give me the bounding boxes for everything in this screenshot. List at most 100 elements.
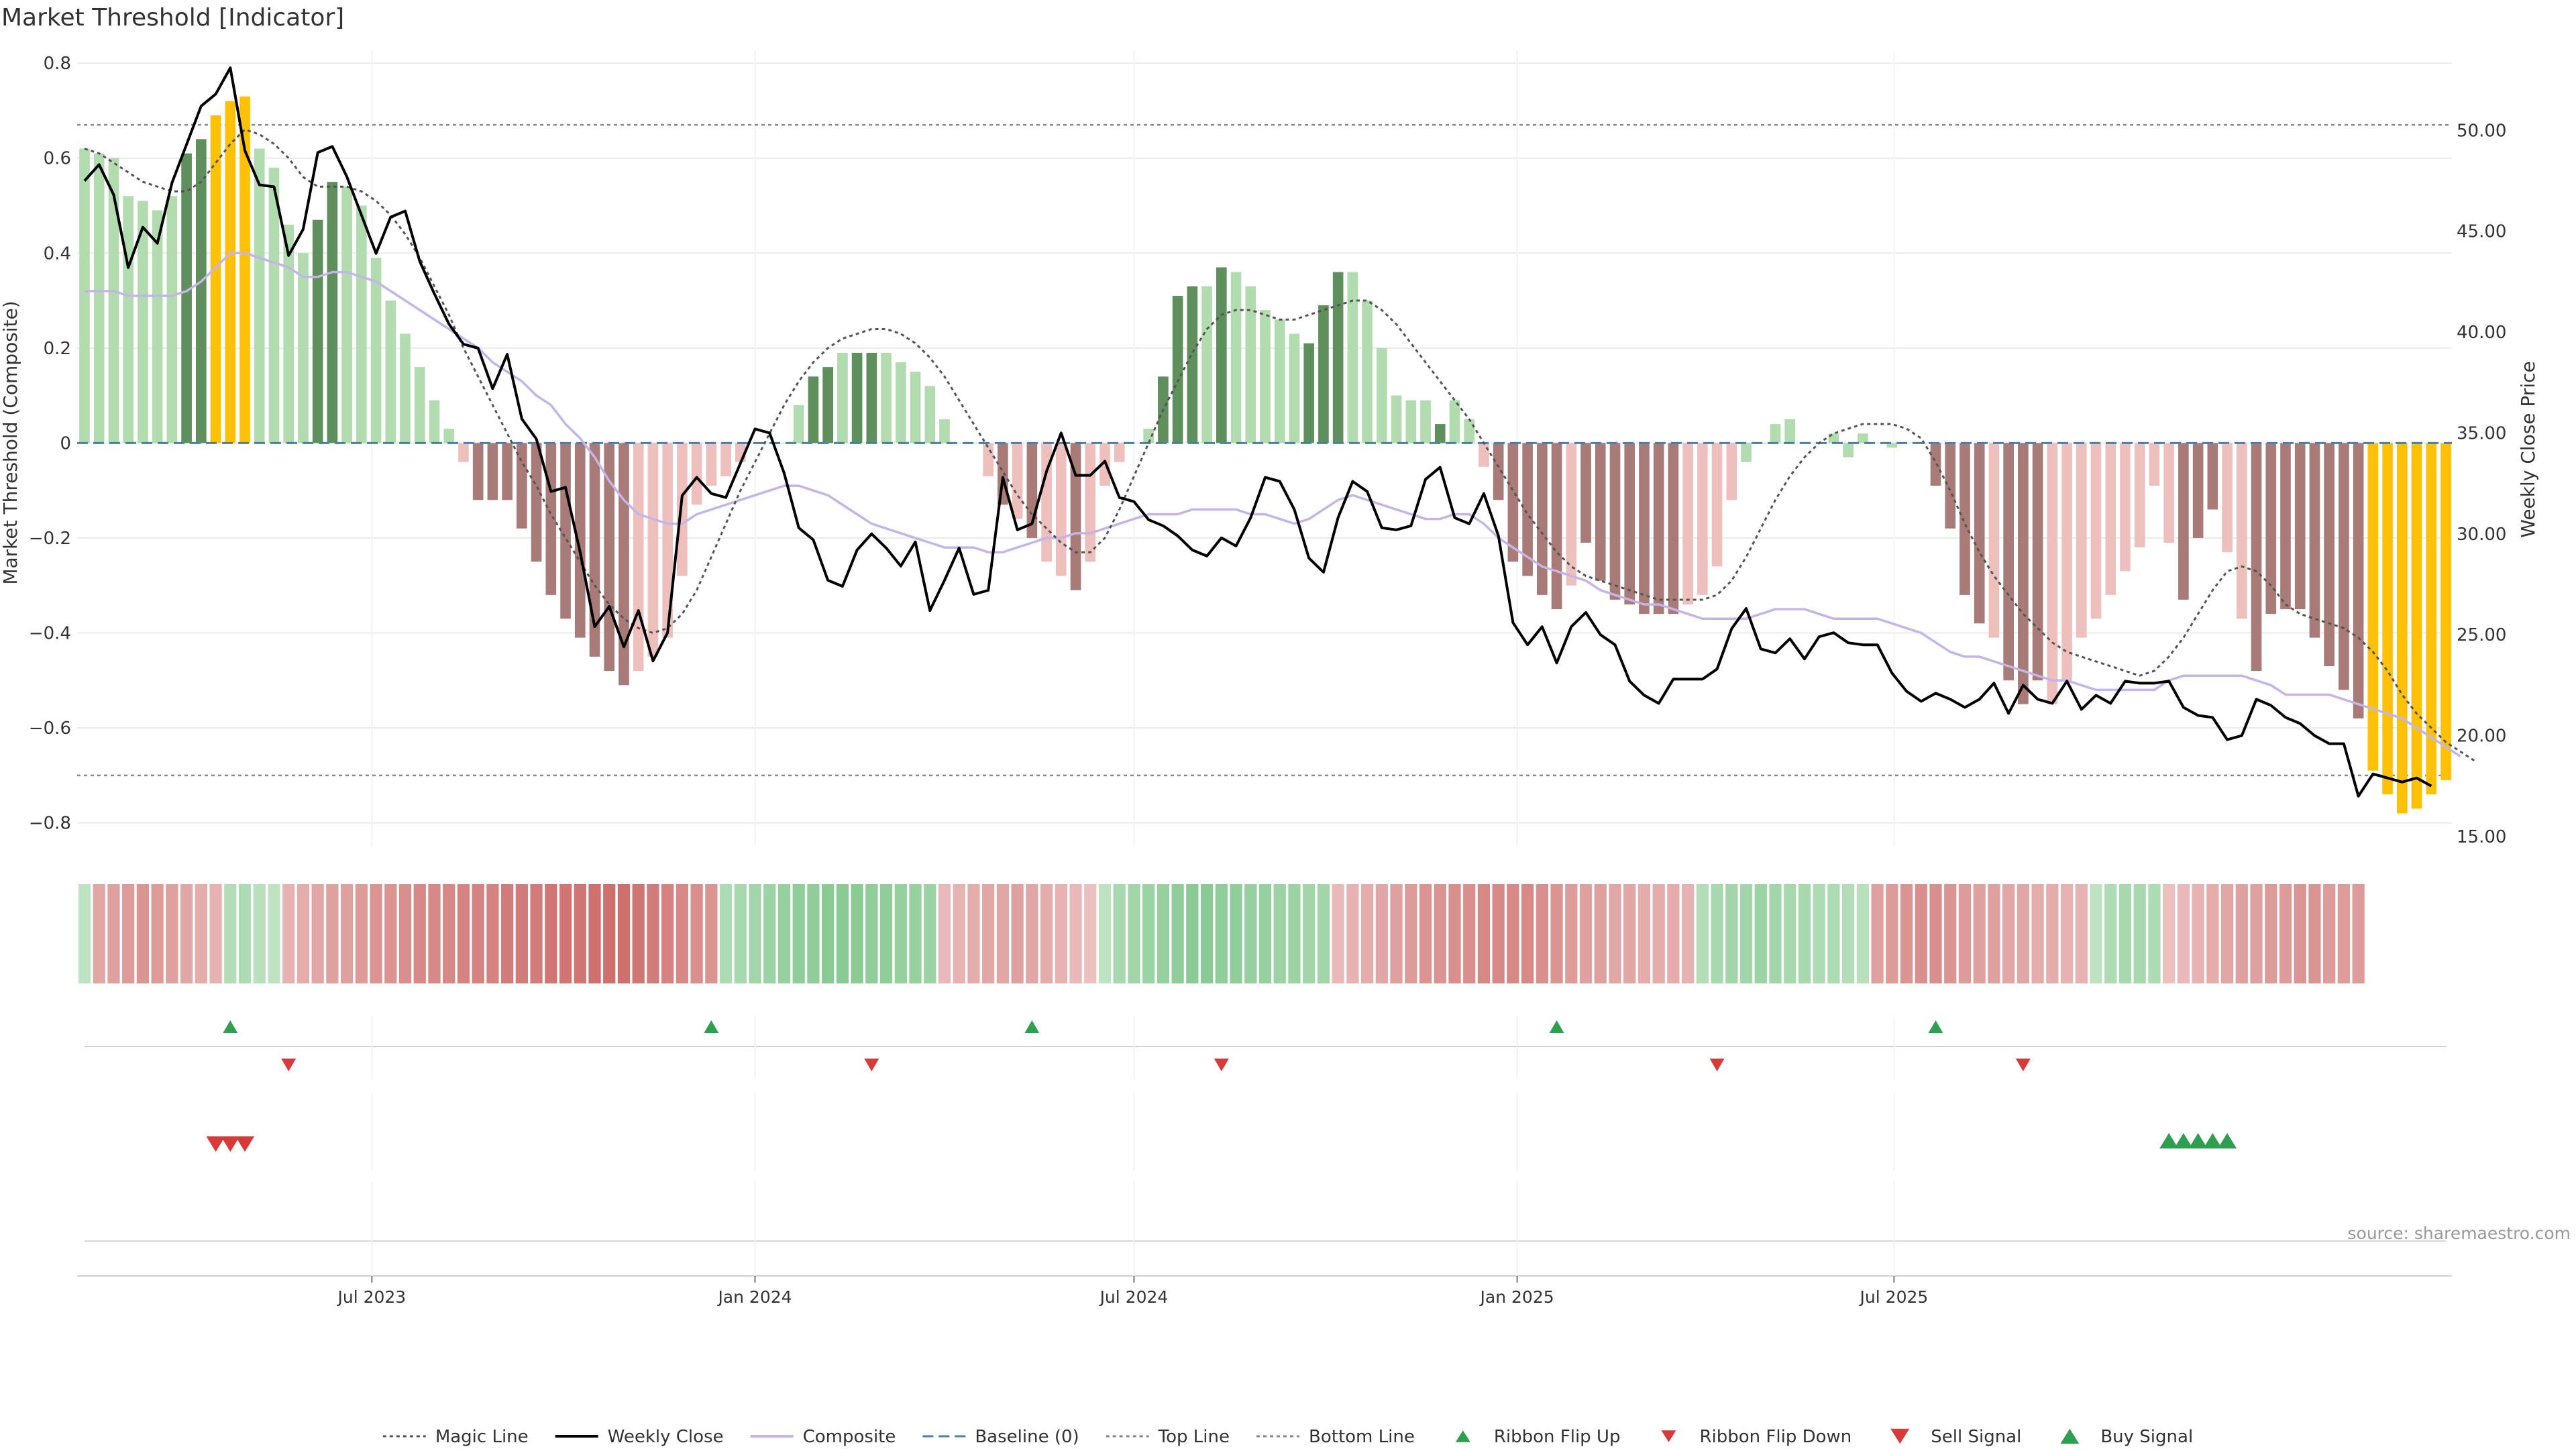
ribbon-cell xyxy=(1113,884,1126,983)
composite-bar xyxy=(2309,443,2320,638)
y2-tick-label: 35.00 xyxy=(2457,423,2506,443)
ribbon-cell xyxy=(2235,884,2248,983)
ribbon-cell xyxy=(209,884,222,983)
ribbon-cell xyxy=(1958,884,1972,983)
ribbon-cell xyxy=(632,884,645,983)
composite-bar xyxy=(443,429,455,443)
ribbon-cell xyxy=(2265,884,2277,983)
composite-bar xyxy=(2236,443,2247,619)
composite-bar xyxy=(1886,443,1898,448)
ribbon-cell xyxy=(1973,884,1986,983)
ribbon-cell xyxy=(1200,884,1214,983)
y2-axis-label: Weekly Close Price xyxy=(2517,361,2539,537)
ribbon-cell xyxy=(2294,884,2306,983)
ribbon-cell xyxy=(1346,884,1359,983)
composite-bar xyxy=(1187,286,1198,443)
ribbon-cell xyxy=(1813,884,1825,983)
indicator-lines xyxy=(77,66,2476,798)
composite-bar xyxy=(1595,443,1606,581)
ribbon-cell xyxy=(1900,884,1913,983)
ribbon-cell xyxy=(1944,884,1957,983)
ribbon-cell xyxy=(836,884,849,983)
composite-bar xyxy=(574,443,586,638)
legend-swatch xyxy=(1661,1430,1676,1442)
ribbon-cell xyxy=(967,884,980,983)
ribbon-cell xyxy=(78,884,91,983)
ribbon-cell xyxy=(1638,884,1651,983)
composite-bar xyxy=(254,148,265,443)
composite-bar xyxy=(93,153,105,443)
composite-bar xyxy=(851,352,863,443)
composite-bar xyxy=(1930,443,1941,486)
composite-bar xyxy=(2367,443,2379,771)
composite-bar xyxy=(1566,443,1577,586)
ribbon-cell xyxy=(1434,884,1446,983)
composite-bar xyxy=(939,419,950,443)
date-axis: Jul 2023 Jan 2024 Jul 2024 Jan 2025 Jul 2025 xyxy=(77,1181,2452,1307)
y-tick-label: −0.8 xyxy=(29,814,71,834)
composite-bar xyxy=(400,333,411,443)
ribbon-cell xyxy=(2104,884,2117,983)
ribbon-cell xyxy=(1463,884,1476,983)
composite-bar xyxy=(2105,443,2116,595)
composite-bar xyxy=(2163,443,2174,543)
composite-bar xyxy=(647,443,659,657)
ribbon-cell xyxy=(690,884,703,983)
ribbon-cell xyxy=(1098,884,1112,983)
y2-tick-label: 20.00 xyxy=(2457,727,2506,747)
composite-bar xyxy=(210,115,221,443)
ribbon-cell xyxy=(924,884,936,983)
ribbon-cell xyxy=(355,884,368,983)
y2-tick-label: 45.00 xyxy=(2457,222,2506,242)
ribbon-cell xyxy=(151,884,164,983)
ribbon-cell xyxy=(268,884,280,983)
composite-bar xyxy=(2090,443,2102,619)
ribbon-flip-panel xyxy=(85,1016,2446,1079)
composite-bar xyxy=(720,443,731,476)
chart-title: Market Threshold [Indicator] xyxy=(1,4,344,32)
ribbon-cell xyxy=(1739,884,1753,983)
ribbon-cell xyxy=(1375,884,1388,983)
buy-signal-marker xyxy=(2218,1133,2237,1148)
ribbon-cell xyxy=(2250,884,2263,983)
ribbon-cell xyxy=(734,884,747,983)
legend-label: Ribbon Flip Down xyxy=(1699,1427,1851,1447)
buy-signal-marker xyxy=(2203,1133,2222,1148)
composite-bar xyxy=(2061,443,2072,681)
ribbon-cell xyxy=(457,884,470,983)
ribbon-cell xyxy=(1696,884,1709,983)
composite-bar xyxy=(662,443,673,638)
composite-bar xyxy=(983,443,994,476)
weekly-close-line xyxy=(83,66,2432,798)
composite-bar xyxy=(560,443,571,619)
ribbon-flip-up-marker xyxy=(1928,1020,1943,1033)
composite-bar xyxy=(341,186,352,443)
ribbon-cell xyxy=(428,884,441,983)
ribbon-cell xyxy=(1842,884,1855,983)
sell-signal-marker xyxy=(221,1136,240,1152)
ribbon-cell xyxy=(2090,884,2102,983)
composite-bar xyxy=(1289,333,1300,443)
legend-item: Ribbon Flip Down xyxy=(1661,1427,1851,1447)
ribbon-cell xyxy=(1303,884,1316,983)
ribbon-cell xyxy=(1536,884,1548,983)
composite-bar xyxy=(1624,443,1635,605)
composite-bar xyxy=(225,101,236,443)
composite-bar xyxy=(2032,443,2043,681)
ribbon-cell xyxy=(282,884,295,983)
ribbon-cell xyxy=(122,884,135,983)
ribbon-cell xyxy=(1609,884,1621,983)
y2-tick-label: 25.00 xyxy=(2457,625,2506,645)
ribbon-cell xyxy=(1157,884,1170,983)
composite-bar xyxy=(298,253,309,443)
ribbon-cell xyxy=(1171,884,1184,983)
ribbon-cell xyxy=(1055,884,1067,983)
composite-bar xyxy=(414,367,425,443)
y-tick-label: −0.2 xyxy=(29,529,71,549)
composite-bar xyxy=(2207,443,2218,510)
threshold-lines xyxy=(77,123,2452,777)
composite-bar xyxy=(1507,443,1519,562)
composite-bar xyxy=(268,167,280,443)
composite-bar xyxy=(822,367,833,443)
ribbon-cell xyxy=(851,884,863,983)
